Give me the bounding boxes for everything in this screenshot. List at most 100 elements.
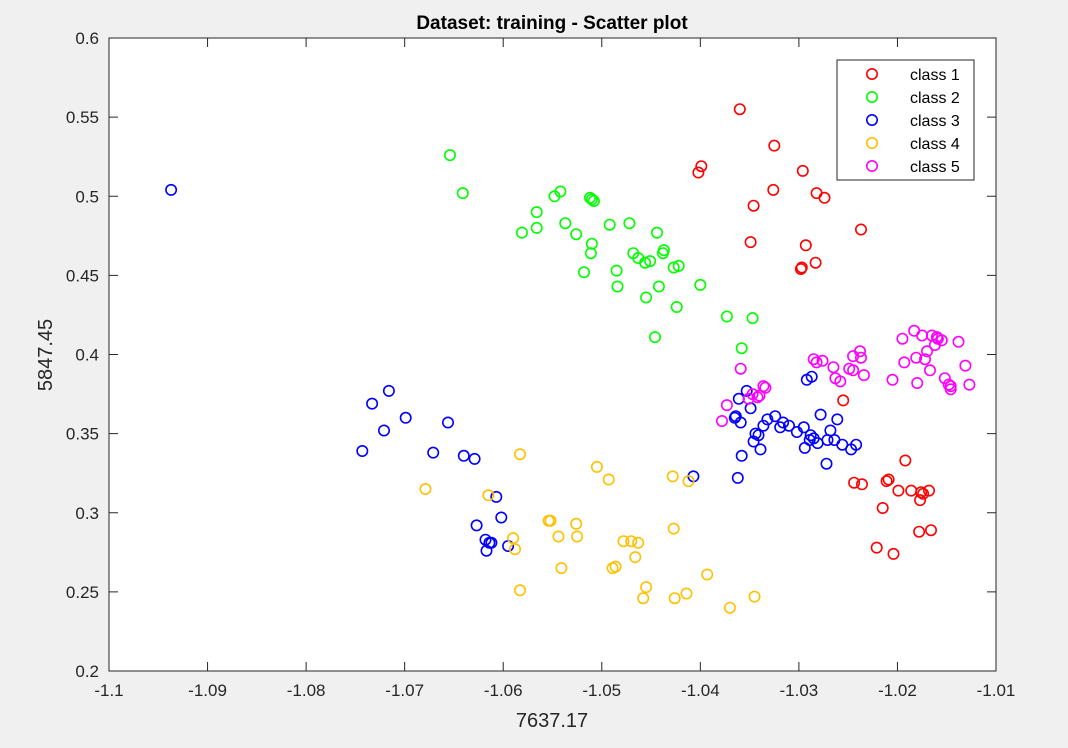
legend-marker <box>865 68 878 81</box>
y-tick-label: 0.4 <box>75 346 99 365</box>
data-point <box>587 195 600 208</box>
data-point <box>777 416 790 429</box>
data-point <box>892 484 905 497</box>
data-point <box>441 416 454 429</box>
data-point <box>165 183 178 196</box>
y-tick-label: 0.2 <box>75 662 99 681</box>
y-tick-label: 0.3 <box>75 504 99 523</box>
x-tick-label: -1.05 <box>582 681 621 700</box>
data-point <box>837 394 850 407</box>
data-point <box>857 369 870 382</box>
data-point <box>794 262 807 275</box>
data-point <box>570 517 583 530</box>
series-5 <box>715 324 976 427</box>
data-point <box>796 164 809 177</box>
x-tick-label: -1.08 <box>287 681 326 700</box>
data-point <box>855 478 868 491</box>
data-point <box>898 356 911 369</box>
data-point <box>922 484 935 497</box>
x-tick-label: -1.06 <box>484 681 523 700</box>
data-point <box>759 381 772 394</box>
data-point <box>805 370 818 383</box>
legend-label: class 5 <box>910 159 960 176</box>
data-point <box>542 514 555 527</box>
data-point <box>761 413 774 426</box>
data-point <box>720 310 733 323</box>
data-point <box>747 199 760 212</box>
data-point <box>754 443 767 456</box>
data-point <box>584 247 597 260</box>
data-point <box>666 470 679 483</box>
data-point <box>692 166 705 179</box>
legend-label: class 4 <box>910 136 960 153</box>
data-point <box>847 364 860 377</box>
tick-layer: -1.1 -1.09 -1.08 -1.07 -1.06 -1.05 -1.04 -1.03 -… <box>66 29 1015 700</box>
data-point <box>552 530 565 543</box>
x-tick-label: -1.07 <box>385 681 424 700</box>
data-point <box>583 191 596 204</box>
data-point <box>782 419 795 432</box>
data-point <box>887 547 900 560</box>
data-point <box>944 383 957 396</box>
data-point <box>603 218 616 231</box>
data-point <box>508 543 521 556</box>
data-point <box>715 414 728 427</box>
data-point <box>810 356 823 369</box>
data-point <box>356 444 369 457</box>
series-layer <box>165 103 976 614</box>
data-point <box>701 568 714 581</box>
series-1 <box>692 103 937 560</box>
data-point <box>468 452 481 465</box>
x-tick-label: -1.01 <box>977 681 1016 700</box>
data-point <box>585 193 598 206</box>
data-point <box>911 376 924 389</box>
data-point <box>366 397 379 410</box>
x-tick-label: -1.03 <box>780 681 819 700</box>
data-point <box>734 416 747 429</box>
data-point <box>915 486 928 499</box>
data-point <box>834 375 847 388</box>
y-tick-label: 0.5 <box>75 187 99 206</box>
data-point <box>886 373 899 386</box>
legend-box <box>836 59 975 181</box>
data-point <box>382 384 395 397</box>
data-point <box>577 266 590 279</box>
data-point <box>682 475 695 488</box>
legend: class 1 class 2 class 3 class 4 class 5 <box>836 59 975 181</box>
series-2 <box>443 149 759 355</box>
data-point <box>944 380 957 393</box>
data-point <box>530 221 543 234</box>
data-point <box>629 551 642 564</box>
series-4 <box>419 448 761 614</box>
data-point <box>667 522 680 535</box>
data-point <box>482 489 495 502</box>
data-point <box>559 217 572 230</box>
y-tick-label: 0.35 <box>66 425 99 444</box>
data-point <box>920 345 933 358</box>
data-point <box>938 372 951 385</box>
data-point <box>854 351 867 364</box>
legend-items: class 1 class 2 class 3 class 4 class 5 <box>865 67 960 176</box>
data-point <box>555 562 568 575</box>
legend-label: class 3 <box>910 113 960 130</box>
data-point <box>899 454 912 467</box>
data-point <box>797 421 810 434</box>
data-point <box>768 139 781 152</box>
data-point <box>798 441 811 454</box>
data-point <box>652 280 665 293</box>
data-point <box>668 592 681 605</box>
data-point <box>767 183 780 196</box>
data-point <box>515 226 528 239</box>
data-point <box>816 354 829 367</box>
data-point <box>876 501 889 514</box>
data-point <box>530 206 543 219</box>
legend-label: class 2 <box>910 90 960 107</box>
data-point <box>735 449 748 462</box>
series-3 <box>165 183 863 557</box>
data-point <box>757 380 770 393</box>
data-point <box>648 331 661 344</box>
data-point <box>609 560 622 573</box>
data-point <box>918 353 931 366</box>
data-point <box>625 535 638 548</box>
data-point <box>931 332 944 345</box>
